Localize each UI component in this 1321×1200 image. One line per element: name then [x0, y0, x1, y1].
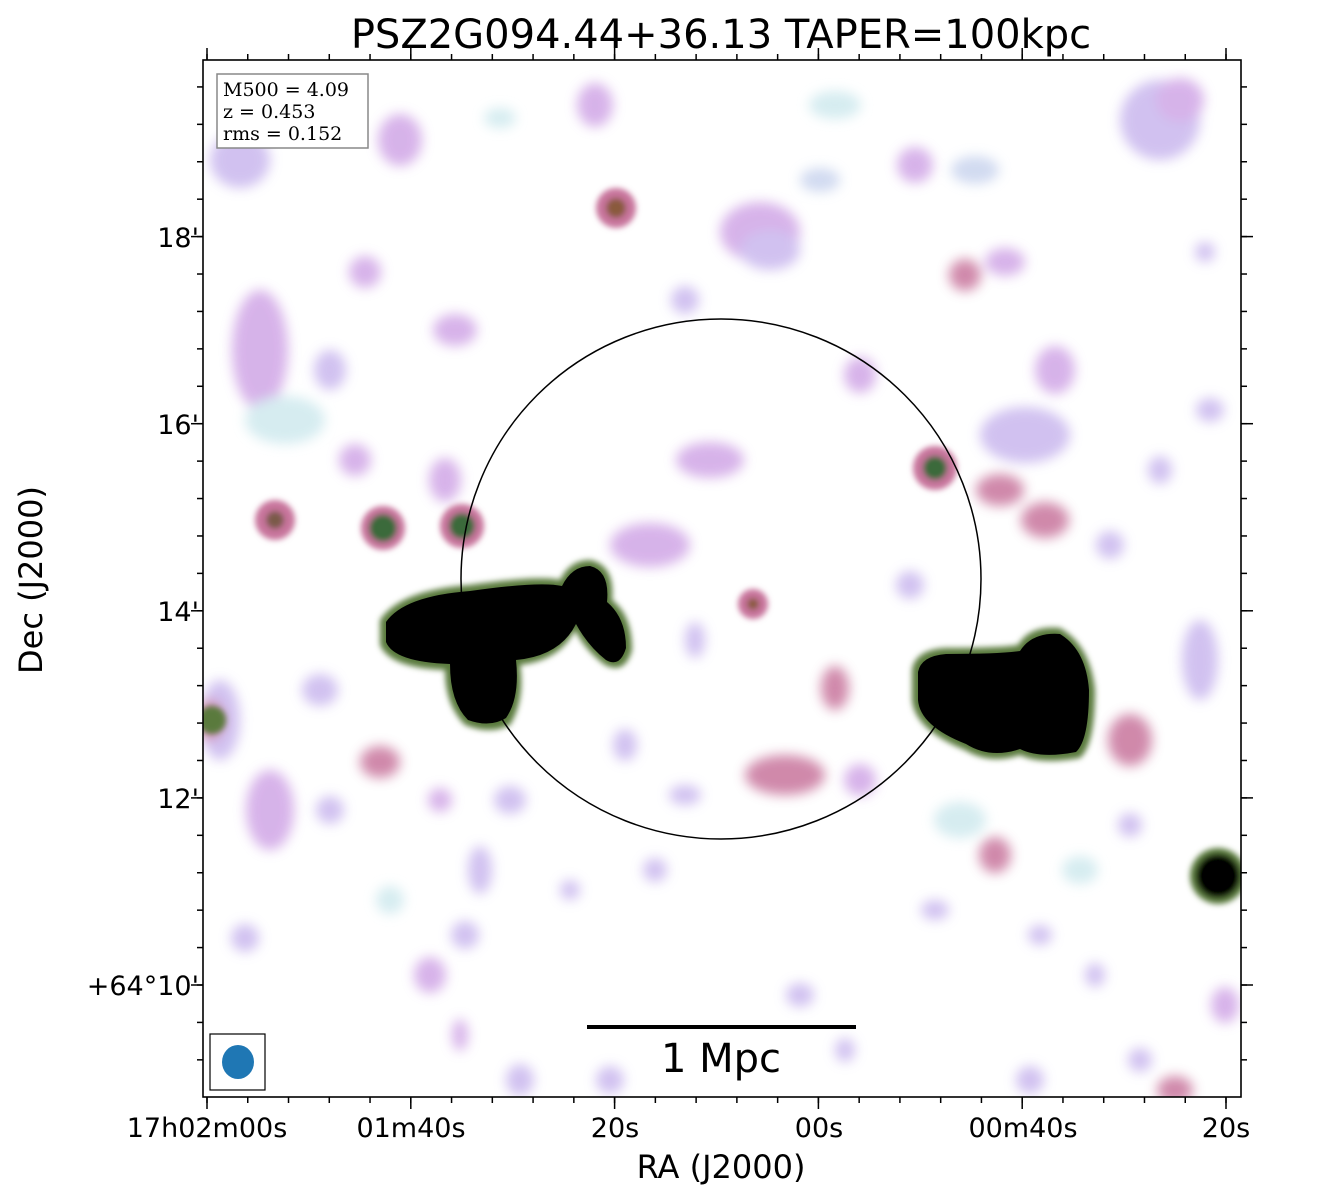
- radio-emission-image: [203, 78, 1241, 1097]
- y-tick-label: 18': [157, 223, 199, 254]
- x-tick-label: 01m40s: [356, 1113, 465, 1144]
- eastern-extended-source: [918, 633, 1089, 755]
- beam-indicator: [209, 1033, 266, 1091]
- scale-bar-label: 1 Mpc: [661, 1036, 781, 1082]
- y-axis-label: Dec (J2000): [12, 486, 50, 674]
- plot-frame: [202, 59, 1242, 1098]
- x-tick-labels: 17h02m00s 01m40s 20s 00s 00m40s 20s: [127, 1113, 1251, 1144]
- x-tick-label: 17h02m00s: [127, 1113, 288, 1144]
- chart-title: PSZ2G094.44+36.13 TAPER=100kpc: [351, 12, 1091, 58]
- plot-area: [203, 60, 1241, 1097]
- western-extended-source: [386, 566, 626, 724]
- scale-bar: 1 Mpc: [587, 1025, 856, 1082]
- y-tick-label: 14': [157, 597, 199, 628]
- y-tick-label: +64°10': [87, 971, 199, 1002]
- y-tick-labels: +64°10' 12' 14' 16' 18': [87, 223, 199, 1002]
- info-rms: rms = 0.152: [223, 123, 342, 145]
- beam-ellipse: [222, 1045, 254, 1079]
- info-redshift: z = 0.453: [223, 101, 315, 123]
- x-tick-label: 00s: [795, 1113, 843, 1144]
- r500-circle: [460, 318, 982, 840]
- y-tick-label: 12': [157, 784, 199, 815]
- x-tick-label: 20s: [591, 1113, 639, 1144]
- x-tick-label: 20s: [1202, 1113, 1250, 1144]
- y-tick-label: 16': [157, 410, 199, 441]
- x-tick-label: 00m40s: [968, 1113, 1077, 1144]
- x-axis-label: RA (J2000): [637, 1148, 806, 1186]
- info-box: M500 = 4.09 z = 0.453 rms = 0.152: [216, 73, 369, 149]
- axis-ticks: [191, 48, 1253, 1109]
- info-m500: M500 = 4.09: [223, 79, 349, 101]
